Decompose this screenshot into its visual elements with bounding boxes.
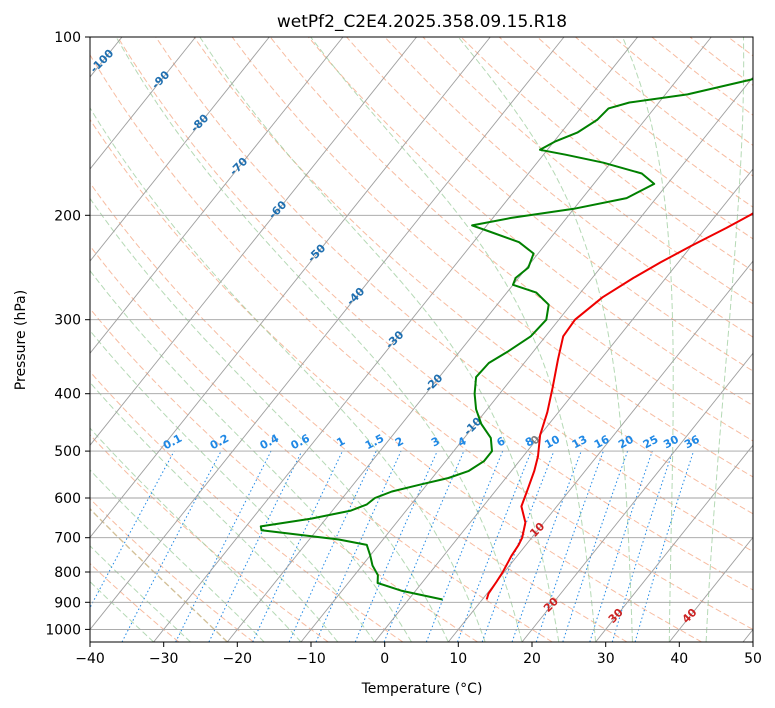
- dry-adiabat: [90, 53, 753, 630]
- y-tick-label: 600: [54, 491, 81, 507]
- moist-adiabat: [90, 269, 412, 642]
- chart-title: wetPf2_C2E4.2025.358.09.15.R18: [277, 12, 567, 32]
- dry-adiabat: [90, 182, 628, 642]
- mixing-ratio-line: [511, 450, 582, 642]
- y-tick-label: 300: [54, 313, 81, 329]
- isotherm-line: [300, 76, 753, 642]
- moist-adiabat: [457, 37, 633, 642]
- y-tick-label: 1000: [45, 622, 81, 638]
- dry-adiabat: [90, 307, 478, 642]
- mixing-ratio-line: [208, 450, 303, 642]
- isotherm-line: [668, 536, 753, 642]
- x-tick-label: 0: [380, 651, 389, 667]
- y-axis-label: Pressure (hPa): [13, 290, 29, 390]
- mixing-ratio-label: 16: [592, 433, 612, 452]
- mixing-ratio-label: 36: [682, 433, 702, 452]
- mixing-ratio-line: [315, 450, 402, 642]
- isotherm-line: [447, 260, 753, 642]
- moist-adiabat: [705, 37, 745, 642]
- moist-adiabat: [115, 37, 523, 642]
- temperature-line: [485, 212, 753, 600]
- x-tick-label: 40: [670, 651, 688, 667]
- x-tick-label: −40: [75, 651, 105, 667]
- isotherm-line: [521, 352, 753, 642]
- dry-adiabat: [90, 498, 254, 642]
- x-axis-label: Temperature (°C): [361, 681, 483, 697]
- x-tick-label: 20: [523, 651, 541, 667]
- isotherm-line: [90, 37, 565, 631]
- dry-adiabat: [269, 37, 753, 442]
- x-tick-label: −10: [296, 651, 326, 667]
- moist-adiabat: [199, 37, 560, 642]
- mixing-ratio-line: [481, 450, 555, 642]
- y-tick-label: 700: [54, 531, 81, 547]
- isotherm-line: [90, 37, 270, 262]
- y-tick-label: 500: [54, 444, 81, 460]
- isotherm-line: [90, 37, 417, 446]
- mixing-ratio-label: 10: [542, 433, 562, 452]
- dry-adiabat: [193, 37, 753, 515]
- x-tick-label: 10: [449, 651, 467, 667]
- y-axis: 100 200 300 400 500 600 700 800 900 1000: [45, 30, 90, 638]
- mixing-ratio-label: 30: [661, 433, 681, 452]
- isotherm-line: [226, 37, 712, 642]
- isotherm-line: [374, 168, 753, 642]
- plot-frame: [89, 36, 754, 643]
- moist-adiabat: [90, 329, 376, 642]
- x-tick-label: 30: [597, 651, 615, 667]
- mixing-ratio-label: 25: [641, 433, 661, 452]
- isotherm-line: [90, 37, 196, 170]
- mixing-ratio-label: 13: [570, 433, 590, 452]
- mixing-ratio-line: [589, 450, 653, 642]
- mixing-ratio-line: [354, 450, 438, 642]
- mixing-ratio-line: [175, 450, 272, 642]
- moist-adiabat: [90, 469, 265, 642]
- dewpoint-line: [259, 77, 753, 601]
- moist-adiabat: [90, 381, 339, 642]
- moist-adiabat: [90, 197, 449, 642]
- dry-adiabat: [117, 37, 753, 591]
- moist-adiabat: [622, 37, 674, 642]
- mixing-ratio-line: [457, 450, 532, 642]
- y-tick-label: 800: [54, 565, 81, 581]
- isotherm-line: [90, 37, 491, 539]
- mixing-ratio-line: [562, 450, 629, 642]
- mixing-ratio-label: 20: [616, 433, 636, 452]
- mixing-ratio-line: [425, 450, 504, 642]
- dry-adiabat: [308, 37, 753, 407]
- y-tick-label: 100: [54, 30, 81, 46]
- mixing-ratio-line: [535, 450, 604, 642]
- isotherm-line: [153, 37, 638, 642]
- isotherm-line: [595, 444, 753, 642]
- moist-adiabat: [310, 37, 597, 642]
- mixing-ratio-line: [90, 450, 175, 609]
- y-tick-label: 900: [54, 595, 81, 611]
- moist-adiabat: [90, 106, 486, 642]
- dry-adiabat: [90, 562, 180, 642]
- x-axis: −40 −30 −20 −10 0 10 20 30 40 50: [75, 642, 762, 667]
- dry-adiabat: [384, 37, 753, 338]
- x-tick-label: −30: [149, 651, 179, 667]
- y-tick-label: 200: [54, 208, 81, 224]
- isotherm-line: [90, 37, 344, 354]
- dry-adiabat: [90, 245, 553, 642]
- y-tick-label: 400: [54, 387, 81, 403]
- profile-lines: [259, 77, 753, 601]
- background-lines: [90, 37, 753, 642]
- x-tick-label: −20: [223, 651, 253, 667]
- dry-adiabat: [90, 118, 702, 642]
- x-tick-label: 50: [744, 651, 762, 667]
- mixing-ratio-line: [611, 450, 674, 642]
